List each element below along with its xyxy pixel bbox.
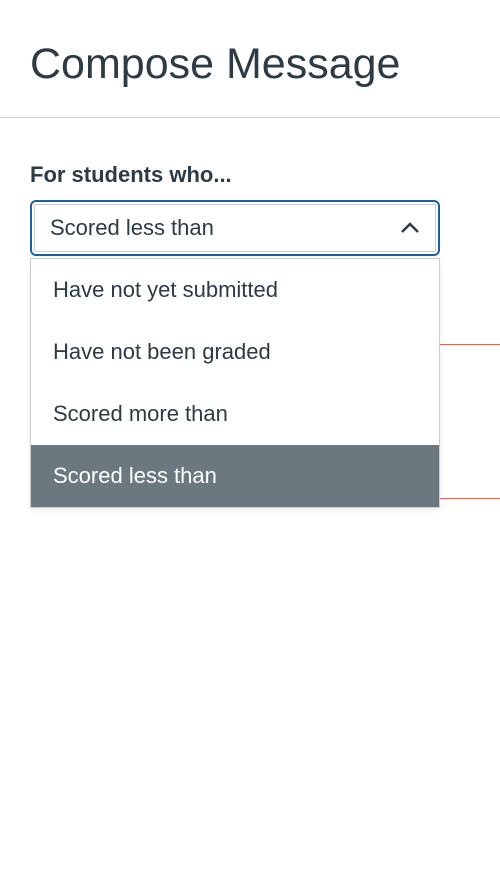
filter-selected-text: Scored less than <box>50 215 214 241</box>
filter-option[interactable]: Scored less than <box>31 445 439 507</box>
filter-select-wrapper: Scored less than Have not yet submitted … <box>30 200 440 256</box>
chevron-up-icon <box>400 222 420 234</box>
filter-dropdown: Have not yet submitted Have not been gra… <box>30 258 440 508</box>
filter-option[interactable]: Have not yet submitted <box>31 259 439 321</box>
form-content: For students who... Scored less than Hav… <box>0 118 500 499</box>
filter-label: For students who... <box>30 162 500 188</box>
filter-option[interactable]: Have not been graded <box>31 321 439 383</box>
filter-select-button[interactable]: Scored less than <box>30 200 440 256</box>
page-title: Compose Message <box>0 0 500 117</box>
filter-option[interactable]: Scored more than <box>31 383 439 445</box>
filter-field-container: For students who... Scored less than Hav… <box>30 162 500 256</box>
